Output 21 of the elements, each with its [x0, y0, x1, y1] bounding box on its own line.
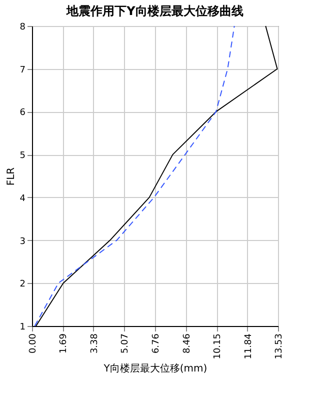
y-tick-label: 1 — [20, 322, 26, 332]
y-tick-label: 6 — [20, 108, 26, 118]
y-tick-label: 3 — [20, 236, 26, 247]
x-axis-title: Y向楼层最大位移(mm) — [102, 362, 208, 374]
x-tick-label: 6.76 — [151, 333, 162, 354]
x-tick-label: 0.00 — [28, 333, 38, 354]
line-series — [36, 26, 278, 326]
x-tick-label: 8.46 — [182, 333, 192, 354]
x-tick-label: 3.38 — [90, 333, 100, 354]
y-tick-label: 5 — [20, 151, 26, 162]
y-tick-label: 2 — [20, 280, 26, 290]
x-tick-label: 1.69 — [59, 333, 70, 354]
x-tick-label: 13.53 — [274, 334, 284, 360]
y-tick-label: 8 — [20, 22, 26, 32]
x-tick-label: 11.84 — [244, 333, 254, 360]
chart-title: 地震作用下Y向楼层最大位移曲线 — [66, 4, 244, 18]
x-tick-label: 5.07 — [120, 334, 131, 354]
y-tick-label: 4 — [20, 194, 26, 204]
y-tick-label: 7 — [20, 65, 26, 76]
y-axis-title: FLR — [6, 167, 17, 186]
x-tick-label: 10.15 — [213, 334, 224, 360]
